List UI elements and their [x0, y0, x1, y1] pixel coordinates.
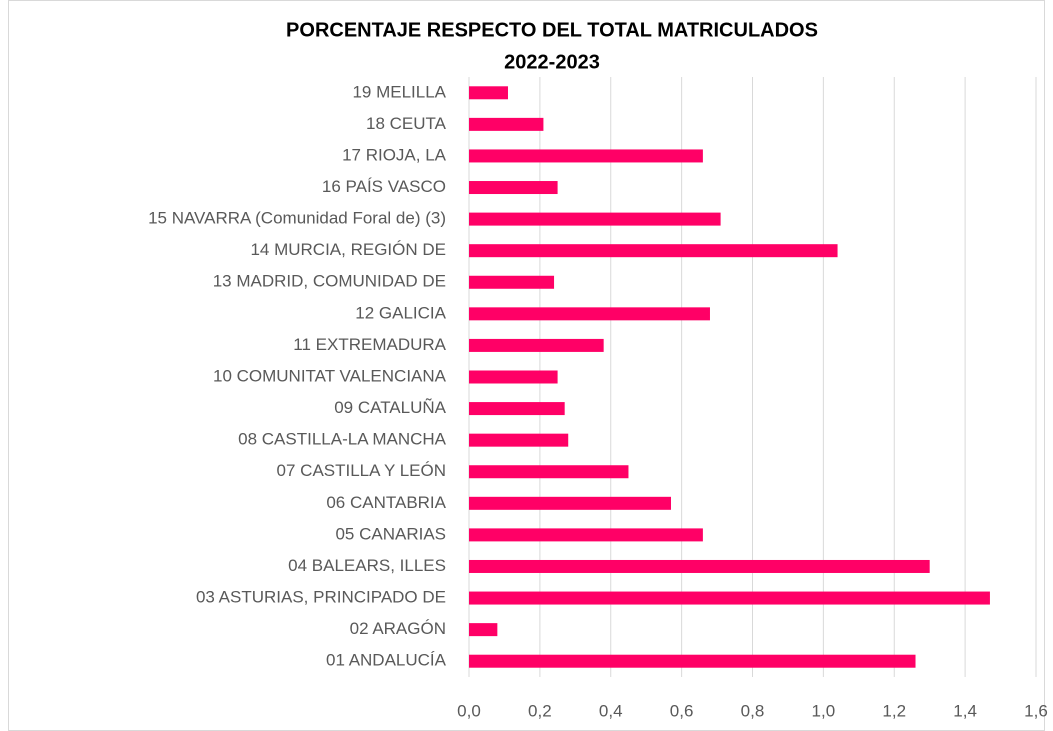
y-tick-label: 09 CATALUÑA: [334, 398, 446, 417]
bar: [469, 149, 703, 163]
y-tick-label: 14 MURCIA, REGIÓN DE: [250, 240, 446, 259]
bar: [469, 623, 498, 637]
bar: [469, 433, 569, 447]
y-tick-label: 02 ARAGÓN: [350, 619, 446, 638]
bar: [469, 402, 565, 416]
x-tick-label: 0,4: [599, 701, 623, 720]
x-tick-label: 0,0: [457, 701, 481, 720]
bar: [469, 275, 555, 289]
bar: [469, 496, 671, 510]
bar: [469, 654, 916, 668]
x-tick-label: 0,6: [670, 701, 694, 720]
y-tick-label: 01 ANDALUCÍA: [326, 651, 447, 670]
y-tick-label: 19 MELILLA: [352, 82, 446, 101]
bar: [469, 117, 544, 131]
bar: [469, 465, 629, 479]
y-tick-label: 15 NAVARRA (Comunidad Foral de) (3): [148, 209, 446, 228]
y-tick-label: 11 EXTREMADURA: [293, 335, 446, 354]
y-tick-label: 17 RIOJA, LA: [342, 145, 447, 164]
bar: [469, 307, 710, 321]
y-tick-label: 06 CANTABRIA: [326, 493, 446, 512]
y-tick-label: 12 GALICIA: [355, 303, 446, 322]
y-tick-label: 08 CASTILLA-LA MANCHA: [238, 430, 447, 449]
y-tick-label: 05 CANARIAS: [335, 524, 446, 543]
y-tick-label: 13 MADRID, COMUNIDAD DE: [213, 272, 446, 291]
chart-subtitle: 2022-2023: [504, 51, 600, 73]
x-tick-label: 1,4: [953, 701, 977, 720]
bar: [469, 528, 703, 542]
x-tick-label: 1,0: [812, 701, 836, 720]
bar: [469, 244, 838, 258]
bar: [469, 370, 558, 384]
y-tick-label: 10 COMUNITAT VALENCIANA: [213, 366, 447, 385]
x-tick-label: 0,2: [528, 701, 552, 720]
y-tick-label: 16 PAÍS VASCO: [322, 177, 446, 196]
bar: [469, 86, 508, 100]
x-tick-label: 1,6: [1024, 701, 1048, 720]
chart-title: PORCENTAJE RESPECTO DEL TOTAL MATRICULAD…: [286, 19, 818, 41]
y-tick-label: 04 BALEARS, ILLES: [288, 556, 446, 575]
y-tick-label: 07 CASTILLA Y LEÓN: [277, 461, 446, 480]
bar: [469, 559, 930, 573]
bar: [469, 338, 604, 352]
y-tick-label: 03 ASTURIAS, PRINCIPADO DE: [196, 588, 446, 607]
y-tick-label: 18 CEUTA: [366, 114, 447, 133]
bar: [469, 591, 990, 605]
bar: [469, 181, 558, 195]
bar: [469, 212, 721, 226]
chart-frame: [8, 0, 1045, 731]
x-tick-label: 0,8: [741, 701, 765, 720]
x-tick-label: 1,2: [882, 701, 906, 720]
